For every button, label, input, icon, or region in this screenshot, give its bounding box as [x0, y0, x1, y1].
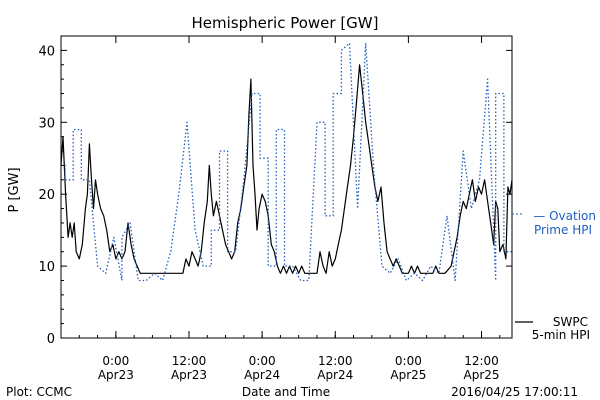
x-tick-label-time: 0:00	[102, 354, 129, 368]
x-tick-label-date: Apr23	[171, 368, 207, 382]
x-tick-label-date: Apr25	[390, 368, 426, 382]
x-tick-label-date: Apr25	[464, 368, 500, 382]
x-tick-label-time: 0:00	[249, 354, 276, 368]
legend-swpc-line2: 5-min HPI	[532, 328, 590, 342]
y-axis-label: P [GW]	[7, 167, 22, 212]
legend-ovation-line2: Prime HPI	[534, 223, 592, 237]
plot-frame	[60, 35, 513, 339]
x-tick-label-time: 12:00	[172, 354, 207, 368]
x-tick-label-date: Apr24	[244, 368, 280, 382]
footer-plot-source: Plot: CCMC	[6, 385, 72, 399]
x-tick-label-time: 0:00	[395, 354, 422, 368]
x-axis-label: Date and Time	[242, 385, 330, 399]
x-tick-label-time: 12:00	[318, 354, 353, 368]
y-tick-label: 30	[38, 116, 55, 131]
y-tick-label: 20	[38, 188, 55, 203]
footer-timestamp: 2016/04/25 17:00:11	[451, 385, 578, 399]
y-tick-label: 0	[47, 332, 55, 347]
y-tick-label: 10	[38, 260, 55, 275]
x-tick-label-date: Apr23	[98, 368, 134, 382]
legend-swpc-line1: SWPC	[553, 315, 588, 329]
x-tick-label-date: Apr24	[317, 368, 353, 382]
legend-ovation-line1: — Ovation	[533, 209, 596, 223]
chart-title: Hemispheric Power [GW]	[192, 14, 379, 32]
ovation-prime-series-line	[61, 42, 512, 282]
y-tick-label: 40	[38, 44, 55, 59]
swpc-series-line	[60, 64, 513, 274]
x-tick-label-time: 12:00	[464, 354, 499, 368]
